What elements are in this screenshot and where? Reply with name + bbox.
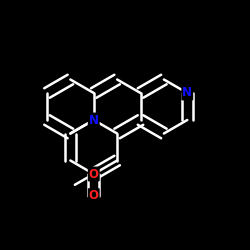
- Text: O: O: [89, 168, 99, 180]
- Text: N: N: [89, 114, 99, 126]
- Text: N: N: [182, 86, 192, 100]
- Text: O: O: [89, 189, 99, 202]
